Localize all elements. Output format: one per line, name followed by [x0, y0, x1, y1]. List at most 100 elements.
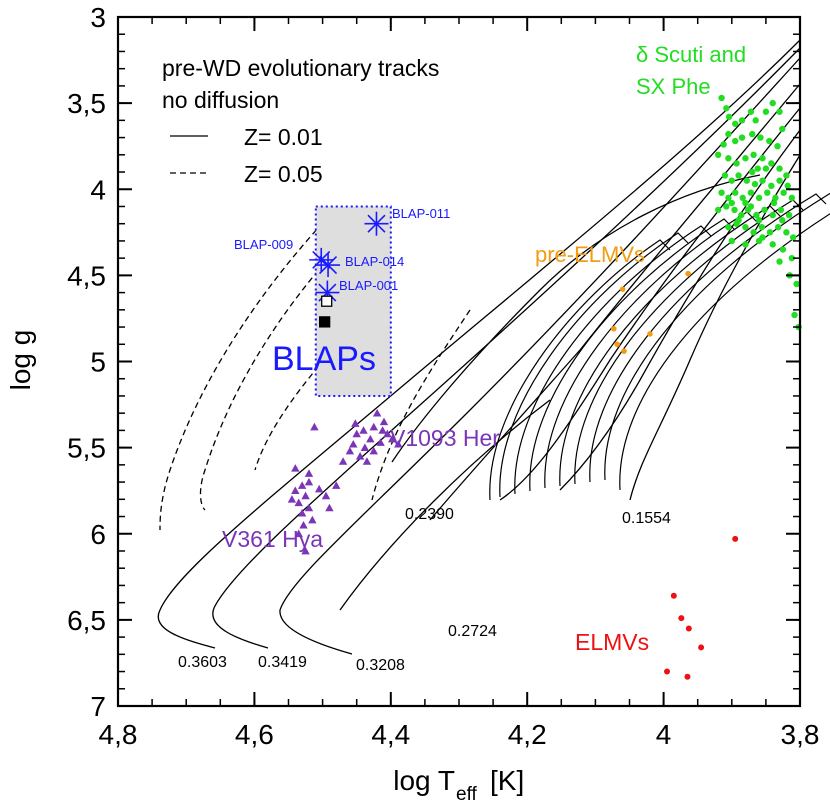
circle-point: [762, 108, 770, 115]
circle-point: [768, 182, 775, 190]
circle-point: [728, 237, 735, 245]
circle-point: [776, 258, 783, 265]
triangle-point: [372, 408, 382, 417]
circle-point: [752, 117, 759, 124]
label-blap-011: BLAP-011: [392, 206, 450, 221]
circle-point: [784, 182, 791, 190]
label-v1093-her: V1093 Her: [390, 425, 500, 451]
triangle-point: [366, 434, 375, 443]
y-tick-label: 7: [90, 691, 106, 722]
circle-point: [758, 223, 766, 231]
track-solid-bundle: [574, 199, 804, 485]
circle-point: [769, 99, 776, 107]
circle-point: [698, 644, 705, 651]
circle-point: [723, 203, 730, 210]
track-solid: [499, 107, 801, 501]
circle-point: [757, 134, 764, 141]
triangle-point: [325, 503, 334, 512]
triangle-point: [314, 484, 324, 493]
triangle-point: [332, 481, 341, 489]
triangle-point: [291, 464, 300, 472]
triangle-point: [297, 481, 307, 489]
y-axis-label: log g: [5, 330, 36, 391]
circle-point: [761, 206, 768, 214]
circle-point: [685, 625, 692, 632]
triangle-point: [301, 546, 310, 555]
circle-point: [714, 151, 722, 158]
data-points: [287, 94, 802, 680]
circle-point: [721, 172, 729, 179]
circle-point: [779, 217, 786, 224]
y-tick-label: 5: [90, 347, 106, 378]
x-axis-label: log T: [393, 765, 455, 796]
series-1: [611, 270, 691, 354]
circle-point: [647, 331, 653, 337]
circle-point: [755, 217, 763, 224]
triangle-point: [369, 446, 378, 455]
triangle-point: [351, 419, 360, 427]
triangle-point: [359, 426, 368, 434]
triangle-point: [297, 508, 307, 517]
circle-point: [747, 203, 755, 210]
triangle-point: [321, 491, 331, 500]
circle-point: [735, 172, 742, 179]
track-solid-bundle: [489, 239, 671, 501]
triangle-point: [394, 439, 403, 448]
x-tick-label: 3,8: [781, 719, 820, 750]
evolutionary-tracks: [157, 39, 830, 655]
circle-point: [684, 673, 691, 680]
circle-point: [614, 341, 621, 348]
track-solid-bundle: [499, 232, 689, 498]
x-tick-label: 4,6: [235, 719, 274, 750]
track-solid: [429, 83, 801, 521]
circle-point: [728, 177, 735, 184]
circle-point: [780, 189, 787, 196]
triangle-point: [360, 443, 370, 451]
track-dashed: [159, 214, 331, 531]
circle-point: [766, 137, 773, 145]
label-v361-hya: V361 Hya: [222, 526, 323, 552]
track-label-03419: 0.3419: [258, 654, 307, 671]
circle-point: [742, 223, 749, 231]
circle-point: [732, 535, 739, 542]
circle-point: [725, 223, 732, 231]
legend-title-line2: no diffusion: [162, 87, 279, 113]
circle-point: [793, 280, 800, 288]
circle-point: [718, 189, 725, 196]
star-ray: [319, 255, 338, 275]
circle-point: [720, 141, 727, 148]
track-solid: [339, 399, 551, 611]
track-label-03603: 0.3603: [178, 654, 227, 671]
track-solid-bundle: [589, 193, 827, 483]
triangle-point: [304, 477, 314, 486]
circle-point: [678, 615, 685, 622]
track-solid-bundle: [514, 225, 712, 495]
circle-point: [783, 172, 790, 179]
circle-point: [788, 254, 796, 262]
triangle-point: [299, 520, 308, 529]
track-solid-bundle: [529, 218, 735, 492]
circle-point: [611, 325, 617, 332]
triangle-point: [379, 417, 389, 426]
label-blap-009: BLAP-009: [234, 237, 293, 252]
circle-point: [764, 189, 771, 196]
track-solid: [212, 47, 801, 649]
circle-point: [725, 113, 733, 121]
circle-point: [749, 168, 756, 176]
track-solid-bundle: [559, 205, 781, 487]
y-tick-label: 6: [90, 519, 106, 550]
triangle-point: [294, 498, 303, 507]
circle-point: [728, 199, 735, 207]
circle-point: [738, 211, 745, 219]
axes: 4,8 4,6 4,4 4,2 4 3,8 3 3,5 4 4,5 5 5,5 6 6,5 7: [67, 2, 819, 750]
circle-point: [735, 217, 742, 224]
legend-dashed-label: Z= 0.05: [244, 161, 323, 187]
triangle-point: [304, 503, 314, 512]
y-tick-label: 6,5: [67, 605, 106, 636]
circle-point: [725, 130, 732, 138]
triangle-point: [369, 422, 378, 431]
circle-point: [723, 105, 730, 112]
triangle-point: [304, 469, 314, 477]
circle-point: [718, 94, 725, 102]
